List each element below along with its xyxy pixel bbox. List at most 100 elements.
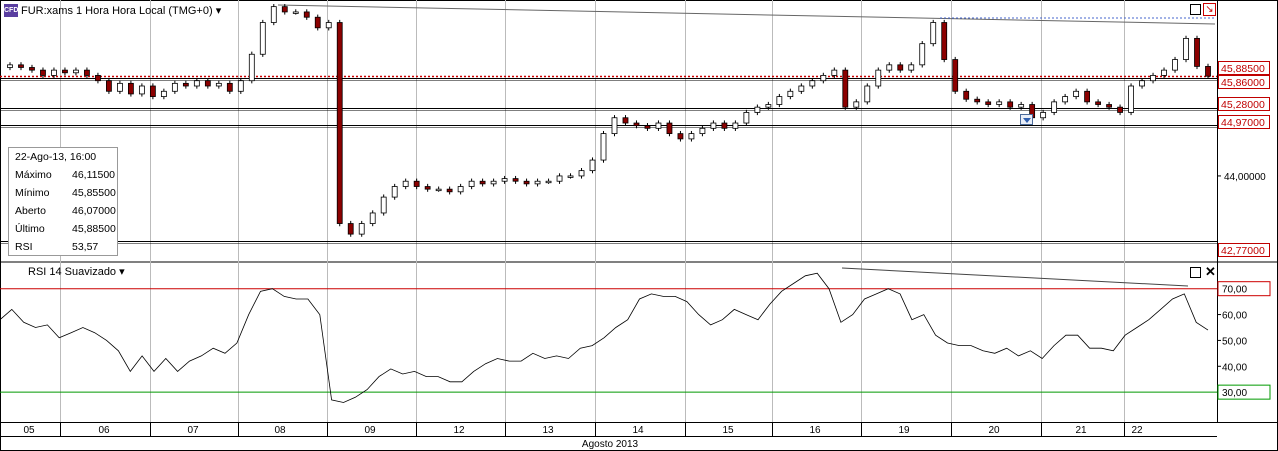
price-label-level: 45,28000	[1218, 97, 1270, 111]
x-tick-label: 14	[632, 425, 644, 436]
candle-body	[776, 96, 783, 105]
candle-body	[567, 175, 574, 178]
x-tick-label: 21	[1075, 425, 1087, 436]
candle-body	[644, 125, 651, 129]
candle-body	[534, 180, 541, 185]
candle-body	[435, 188, 442, 192]
rsi-y-tick-label: 40,00	[1222, 362, 1247, 373]
candle-body	[556, 175, 563, 182]
price-label-level: 45,86000	[1218, 75, 1270, 89]
candle-body	[875, 69, 882, 87]
candle-body	[182, 82, 189, 87]
candle-body	[138, 85, 145, 95]
candle-body	[853, 101, 860, 108]
candle-body	[1205, 66, 1211, 77]
candle-body	[347, 223, 354, 235]
candle-body	[248, 53, 255, 82]
y-tick-label: 44,00000	[1224, 172, 1266, 183]
info-label: Máximo	[15, 169, 52, 181]
candle-body	[281, 6, 288, 13]
close-rsi-icon[interactable]: ✕	[1205, 264, 1216, 279]
candle-body	[743, 112, 750, 124]
candle-body	[501, 178, 508, 182]
info-row-high: Máximo 46,11500	[15, 166, 115, 184]
ohlc-info-box: 22-Ago-13, 16:00 Máximo 46,11500 Mínimo 45…	[8, 147, 118, 256]
candle-body	[699, 127, 706, 135]
x-tick-label: 16	[809, 425, 821, 436]
candle-body	[380, 196, 387, 214]
candle-body	[1150, 75, 1156, 82]
dropdown-arrow-icon[interactable]: ▾	[215, 5, 222, 17]
info-row-open: Aberto 46,07000	[15, 202, 116, 220]
alert-marker-icon[interactable]	[1020, 114, 1033, 125]
candle-body	[908, 64, 915, 71]
candle-body	[117, 82, 123, 92]
candle-body	[655, 122, 662, 129]
info-label: Aberto	[15, 205, 46, 217]
price-label-last: 45,88500	[1218, 61, 1270, 75]
candle-body	[292, 11, 299, 14]
rsi-panel-title[interactable]: RSI 14 Suavizado ▾	[28, 265, 125, 278]
candle-body	[952, 59, 959, 92]
candle-body	[106, 80, 112, 92]
candle-body	[677, 133, 684, 140]
x-tick-label: 06	[98, 425, 110, 436]
info-row-last: Último 45,88500	[15, 220, 116, 238]
candle-body	[62, 69, 68, 74]
candle-body	[622, 117, 629, 124]
candle-body	[402, 180, 409, 187]
candle-body	[1106, 104, 1112, 108]
candle-body	[446, 188, 453, 193]
candle-body	[1051, 101, 1058, 113]
candle-body	[40, 69, 46, 76]
info-value: 53,57	[72, 241, 99, 253]
candle-body	[941, 22, 948, 60]
candle-body	[688, 133, 695, 140]
rsi-dropdown-arrow-icon[interactable]: ▾	[119, 266, 125, 278]
instrument-title[interactable]: FUR:xams 1 Hora Hora Local (TMG+0) ▾	[21, 4, 221, 17]
x-tick-label: 12	[453, 425, 465, 436]
candle-body	[259, 22, 266, 55]
candle-body	[710, 122, 717, 129]
x-tick-label: 15	[722, 425, 734, 436]
candle-body	[864, 85, 871, 103]
rsi-trend-line	[841, 267, 1189, 287]
candle-body	[1040, 112, 1047, 119]
candle-body	[7, 64, 13, 68]
candle-body	[809, 80, 816, 87]
candle-body	[996, 101, 1003, 105]
cfd-badge: CFD	[4, 4, 18, 17]
candle-body	[963, 90, 970, 100]
x-tick-label: 08	[274, 425, 286, 436]
candle-body	[215, 82, 222, 87]
x-tick-label: 09	[364, 425, 376, 436]
rsi-series-line	[0, 272, 1209, 403]
candle-body	[1073, 90, 1080, 97]
x-tick-label: 07	[187, 425, 199, 436]
candle-body	[1062, 96, 1069, 103]
candle-body	[479, 180, 486, 185]
candle-body	[413, 180, 420, 187]
candle-body	[490, 180, 497, 185]
info-row-low: Mínimo 45,85500	[15, 184, 116, 202]
rsi-panel-title-text: RSI 14 Suavizado	[28, 266, 117, 278]
trend-icon[interactable]: ↘	[1203, 3, 1216, 16]
candle-body	[1161, 69, 1167, 76]
maximize-rsi-icon[interactable]	[1190, 267, 1201, 278]
candle-body	[1084, 90, 1091, 103]
candle-body	[919, 43, 926, 66]
candle-body	[1128, 85, 1134, 113]
candle-body	[84, 69, 90, 76]
candle-body	[831, 69, 838, 76]
candle-body	[1018, 104, 1025, 108]
candle-body	[1007, 101, 1014, 108]
candle-body	[787, 90, 794, 97]
maximize-main-icon[interactable]	[1190, 4, 1201, 15]
candle-body	[95, 75, 101, 82]
candle-body	[666, 122, 673, 135]
rsi-y-tick-label: 30,00	[1222, 388, 1247, 399]
rsi-ref-label-box	[1217, 281, 1271, 297]
candle-body	[369, 212, 376, 224]
info-label: Último	[15, 223, 45, 235]
price-label-level: 42,77000	[1218, 243, 1270, 257]
